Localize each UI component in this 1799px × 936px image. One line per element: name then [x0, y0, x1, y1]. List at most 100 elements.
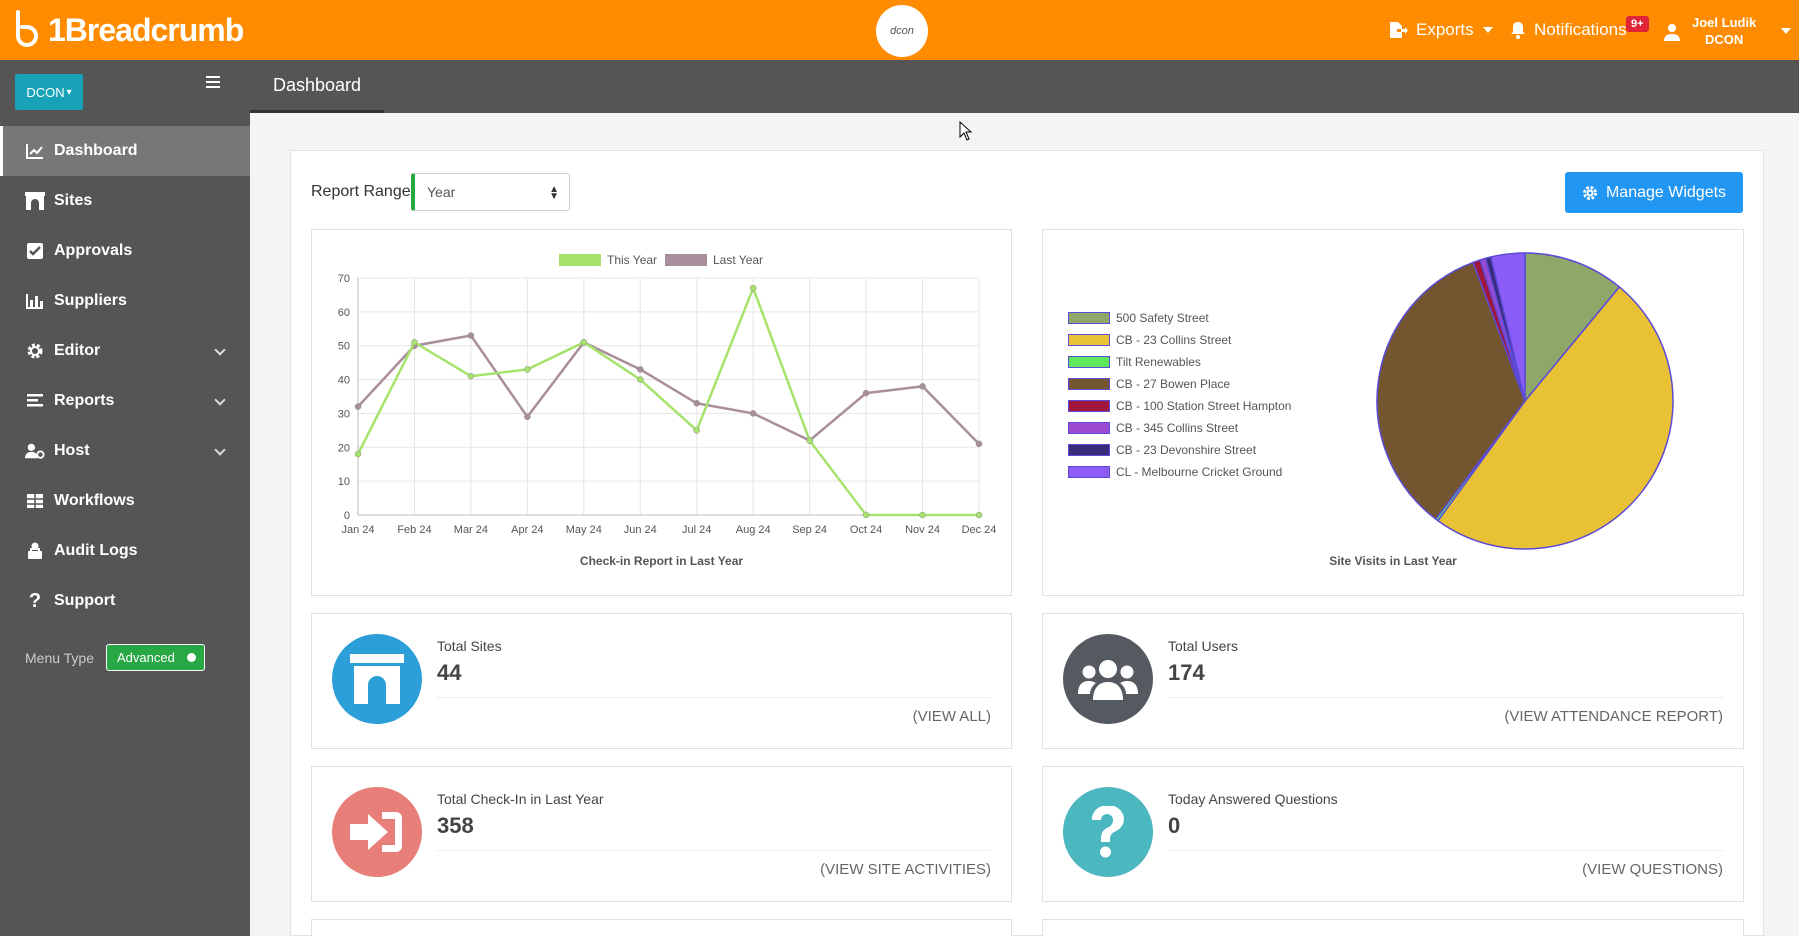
divider	[1168, 697, 1723, 698]
user-company: DCON	[1705, 32, 1744, 47]
menu-type-toggle[interactable]: Advanced	[106, 644, 205, 671]
user-menu[interactable]: Joel Ludik DCON	[1692, 14, 1756, 48]
app-logo[interactable]: 1Breadcrumb	[12, 8, 244, 52]
sidebar-item-label: Dashboard	[54, 142, 138, 159]
sidebar-item-audit-logs[interactable]: Audit Logs	[0, 526, 250, 576]
sidebar-item-dashboard[interactable]: Dashboard	[0, 126, 250, 176]
legend-swatch	[1068, 466, 1110, 478]
x-tick-label: Feb 24	[397, 524, 431, 536]
data-point[interactable]	[524, 413, 531, 421]
checkin-chart-card: 0 10 20 30 40 50 60 70 Jan 24 Feb 24 Mar 24 Apr 24 M…	[311, 229, 1012, 596]
series-line	[357, 334, 980, 445]
data-point[interactable]	[919, 383, 926, 390]
user-chevron-down-icon[interactable]	[1781, 28, 1791, 34]
y-tick-label: 40	[338, 375, 350, 387]
gear-icon	[1582, 185, 1597, 200]
x-tick-label: Sep 24	[792, 524, 827, 536]
y-tick-label: 10	[338, 476, 350, 488]
data-point[interactable]	[354, 450, 362, 458]
sidebar-item-support[interactable]: ? Support	[0, 576, 250, 626]
data-point[interactable]	[354, 403, 362, 410]
legend-label: Tilt Renewables	[1116, 355, 1201, 369]
data-point[interactable]	[749, 410, 757, 417]
stat-title: Total Check-In in Last Year	[437, 791, 604, 807]
legend-item[interactable]: CL - Melbourne Cricket Ground	[1068, 461, 1291, 483]
table-icon	[25, 491, 45, 511]
legend-label[interactable]: This Year	[607, 253, 657, 267]
data-point[interactable]	[580, 339, 588, 346]
archway-icon	[25, 191, 45, 211]
view-attendance-report-link[interactable]: (VIEW ATTENDANCE REPORT)	[1504, 708, 1723, 725]
chevron-down-icon	[214, 344, 226, 356]
legend-swatch[interactable]	[665, 254, 707, 266]
data-point[interactable]	[524, 366, 531, 373]
bar-chart-icon	[25, 291, 45, 311]
archway-icon	[332, 634, 422, 724]
x-tick-label: Aug 24	[736, 524, 771, 536]
view-all-link[interactable]: (VIEW ALL)	[912, 708, 991, 725]
caret-down-icon: ▾	[66, 86, 72, 98]
legend-label: CB - 100 Station Street Hampton	[1116, 399, 1292, 413]
legend-item[interactable]: 500 Safety Street	[1068, 307, 1291, 329]
pie-slice[interactable]	[1489, 252, 1526, 402]
notifications-menu[interactable]: Notifications	[1510, 0, 1627, 60]
pie-slice[interactable]	[1376, 261, 1526, 521]
user-lock-icon	[25, 541, 45, 561]
sidebar-item-approvals[interactable]: Approvals	[0, 226, 250, 276]
sidebar-item-workflows[interactable]: Workflows	[0, 476, 250, 526]
data-point[interactable]	[749, 284, 757, 292]
legend-item[interactable]: CB - 23 Devonshire Street	[1068, 439, 1291, 461]
data-point[interactable]	[411, 339, 418, 346]
sidebar-item-host[interactable]: Host	[0, 426, 250, 476]
legend-item[interactable]: CB - 27 Bowen Place	[1068, 373, 1291, 395]
legend-item[interactable]: CB - 23 Collins Street	[1068, 329, 1291, 351]
series-line	[356, 284, 979, 517]
company-selector-button[interactable]: DCON ▾	[15, 74, 83, 110]
data-point[interactable]	[862, 511, 870, 519]
sidebar-item-suppliers[interactable]: Suppliers	[0, 276, 250, 326]
data-point[interactable]	[467, 332, 475, 339]
sidebar-item-label: Sites	[54, 192, 93, 209]
exports-label: Exports	[1416, 20, 1474, 39]
tab-dashboard[interactable]: Dashboard	[250, 60, 384, 113]
sidebar-item-editor[interactable]: Editor	[0, 326, 250, 376]
legend-item[interactable]: Tilt Renewables	[1068, 351, 1291, 373]
checkin-line-chart: 0 10 20 30 40 50 60 70 Jan 24 Feb 24 Mar 24 Apr 24 M…	[338, 253, 997, 536]
toggle-knob	[186, 653, 196, 662]
sidebar-item-reports[interactable]: Reports	[0, 376, 250, 426]
data-point[interactable]	[637, 366, 644, 373]
data-point[interactable]	[975, 511, 983, 519]
report-range-select[interactable]: Year ▲ ▼	[411, 173, 570, 211]
manage-widgets-label: Manage Widgets	[1605, 183, 1727, 201]
legend-label[interactable]: Last Year	[713, 253, 763, 267]
menu-type-value: Advanced	[117, 650, 175, 665]
user-gear-icon	[25, 441, 45, 461]
stat-value: 44	[437, 660, 462, 685]
pie-slice[interactable]	[1524, 252, 1621, 404]
divider	[437, 697, 991, 698]
divider	[437, 850, 991, 851]
view-questions-link[interactable]: (VIEW QUESTIONS)	[1582, 861, 1723, 878]
menu-toggle-icon[interactable]	[206, 76, 220, 91]
pie-slice[interactable]	[1436, 285, 1674, 550]
data-point[interactable]	[975, 440, 983, 448]
sidebar-item-label: Audit Logs	[54, 542, 138, 559]
data-point[interactable]	[637, 376, 644, 383]
sidebar-item-sites[interactable]: Sites	[0, 176, 250, 226]
legend-item[interactable]: CB - 100 Station Street Hampton	[1068, 395, 1291, 417]
data-point[interactable]	[693, 400, 700, 407]
manage-widgets-button[interactable]: Manage Widgets	[1565, 172, 1743, 213]
data-point[interactable]	[467, 372, 475, 380]
x-tick-label: Apr 24	[511, 524, 543, 536]
data-point[interactable]	[806, 437, 813, 444]
data-point[interactable]	[693, 427, 700, 434]
chevron-down-icon	[1482, 27, 1493, 33]
data-point[interactable]	[862, 389, 870, 397]
mouse-cursor-icon	[959, 121, 973, 141]
exports-menu[interactable]: Exports	[1388, 0, 1493, 60]
data-point[interactable]	[919, 511, 926, 519]
legend-item[interactable]: CB - 345 Collins Street	[1068, 417, 1291, 439]
legend-swatch[interactable]	[559, 254, 601, 266]
view-site-activities-link[interactable]: (VIEW SITE ACTIVITIES)	[820, 861, 991, 878]
stat-card-partial	[311, 919, 1012, 936]
